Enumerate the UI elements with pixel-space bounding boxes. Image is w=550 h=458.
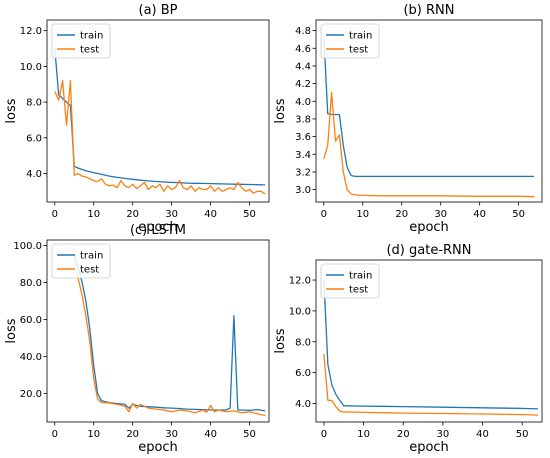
legend-label-test: test [80, 45, 99, 56]
y-tick-label: 4.4 [295, 61, 311, 72]
y-tick-label: 4.0 [295, 399, 311, 410]
y-tick-label: 4.6 [295, 44, 311, 55]
chart-title: (b) RNN [403, 3, 454, 18]
y-tick-label: 80.0 [20, 278, 42, 289]
legend-label-test: test [349, 45, 368, 56]
series-line-test [73, 260, 266, 417]
y-tick-label: 3.2 [295, 167, 311, 178]
y-axis-label: loss [4, 98, 19, 123]
series-line-test [323, 91, 535, 198]
plot-frame [315, 19, 543, 203]
y-tick-label: 3.8 [295, 114, 311, 125]
series-line-test [54, 80, 266, 195]
plot-frame [315, 259, 543, 423]
x-tick-label: 20 [126, 209, 139, 220]
x-tick-label: 40 [204, 429, 217, 440]
y-axis-label: loss [273, 328, 288, 353]
chart-panel-2: 0 10 20 30 40 50 20.0 40.0 60.0 80.0 100.0 (c) LSTM… [4, 223, 270, 455]
x-tick-label: 0 [321, 429, 327, 440]
x-axis-label: epoch [138, 220, 178, 235]
x-tick-label: 40 [473, 209, 486, 220]
y-tick-label: 40.0 [20, 352, 42, 363]
y-axis-label: loss [273, 98, 288, 123]
y-tick-label: 8.0 [295, 337, 311, 348]
y-tick-label: 4.8 [295, 26, 311, 37]
x-tick-label: 50 [243, 209, 256, 220]
x-tick-label: 30 [165, 429, 178, 440]
y-tick-label: 4.2 [295, 79, 311, 90]
legend-label-train: train [80, 251, 103, 262]
legend-label-test: test [349, 285, 368, 296]
y-tick-label: 20.0 [20, 389, 42, 400]
x-tick-label: 20 [126, 429, 139, 440]
y-tick-label: 60.0 [20, 315, 42, 326]
plot-frame [46, 19, 270, 203]
y-tick-label: 12.0 [289, 276, 311, 287]
x-tick-label: 20 [395, 209, 408, 220]
y-tick-label: 6.0 [26, 133, 42, 144]
y-tick-label: 3.0 [295, 185, 311, 196]
y-tick-label: 3.4 [295, 150, 311, 161]
legend-label-train: train [349, 271, 372, 282]
chart-panel-1: 0 10 20 30 40 50 3.0 3.2 3.4 3.6 3.8 4.0 4.2 4.4 4.6 4.… [273, 3, 543, 235]
chart-title: (a) BP [139, 3, 178, 18]
y-tick-label: 4.0 [26, 169, 42, 180]
x-tick-label: 20 [397, 429, 410, 440]
x-tick-label: 30 [434, 209, 447, 220]
x-tick-label: 10 [357, 429, 370, 440]
x-tick-label: 40 [476, 429, 489, 440]
series-line-train [73, 254, 266, 412]
x-tick-label: 0 [52, 429, 58, 440]
x-tick-label: 0 [52, 209, 58, 220]
series-line-train [54, 48, 266, 186]
y-tick-label: 100.0 [13, 241, 42, 252]
legend-label-train: train [349, 31, 372, 42]
y-tick-label: 4.0 [295, 97, 311, 108]
chart-panel-0: 0 10 20 30 40 50 4.0 6.0 8.0 10.0 12.0 (a) BP epoch l… [4, 3, 270, 235]
chart-title: (d) gate-RNN [386, 243, 471, 258]
chart-title: (c) LSTM [130, 223, 186, 238]
x-tick-label: 50 [516, 429, 529, 440]
x-tick-label: 0 [321, 209, 327, 220]
legend-label-test: test [80, 265, 99, 276]
x-axis-label: epoch [409, 440, 449, 455]
chart-panel-3: 0 10 20 30 40 50 4.0 6.0 8.0 10.0 12.0 (d) gate-RNN… [273, 243, 543, 455]
y-tick-label: 8.0 [26, 98, 42, 109]
y-tick-label: 6.0 [295, 368, 311, 379]
x-axis-label: epoch [138, 440, 178, 455]
y-tick-label: 10.0 [20, 62, 42, 73]
y-tick-label: 12.0 [20, 26, 42, 37]
x-tick-label: 30 [437, 429, 450, 440]
plot-frame [46, 239, 270, 423]
x-tick-label: 50 [512, 209, 525, 220]
legend-label-train: train [80, 31, 103, 42]
x-tick-label: 10 [356, 209, 369, 220]
x-tick-label: 50 [243, 429, 256, 440]
y-tick-label: 10.0 [289, 306, 311, 317]
x-tick-label: 10 [87, 429, 100, 440]
y-tick-label: 3.6 [295, 132, 311, 143]
y-axis-label: loss [4, 318, 19, 343]
series-line-test [323, 354, 539, 416]
x-tick-label: 10 [87, 209, 100, 220]
x-tick-label: 40 [204, 209, 217, 220]
x-axis-label: epoch [409, 220, 449, 235]
series-line-train [323, 280, 539, 410]
x-tick-label: 30 [165, 209, 178, 220]
